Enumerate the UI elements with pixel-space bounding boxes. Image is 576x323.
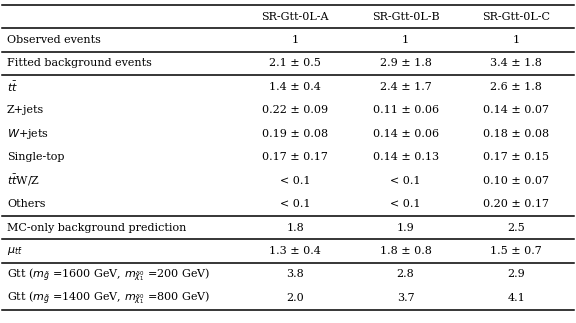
Text: 0.10 ± 0.07: 0.10 ± 0.07	[483, 176, 549, 186]
Text: 2.8: 2.8	[397, 269, 415, 279]
Text: $t\bar{t}$: $t\bar{t}$	[7, 80, 18, 94]
Text: $t\bar{t}$W/Z: $t\bar{t}$W/Z	[7, 173, 40, 188]
Text: Gtt ($m_{\tilde{g}}$ =1600 GeV, $m_{\tilde{\chi}_1^0}$ =200 GeV): Gtt ($m_{\tilde{g}}$ =1600 GeV, $m_{\til…	[7, 266, 210, 283]
Text: 3.4 ± 1.8: 3.4 ± 1.8	[490, 58, 542, 68]
Text: 0.14 ± 0.06: 0.14 ± 0.06	[373, 129, 439, 139]
Text: 0.17 ± 0.15: 0.17 ± 0.15	[483, 152, 549, 162]
Text: 2.9 ± 1.8: 2.9 ± 1.8	[380, 58, 431, 68]
Text: 3.8: 3.8	[286, 269, 304, 279]
Text: 1.8 ± 0.8: 1.8 ± 0.8	[380, 246, 431, 256]
Text: 1.8: 1.8	[286, 223, 304, 233]
Text: < 0.1: < 0.1	[391, 199, 421, 209]
Text: 0.19 ± 0.08: 0.19 ± 0.08	[262, 129, 328, 139]
Text: Gtt ($m_{\tilde{g}}$ =1400 GeV, $m_{\tilde{\chi}_1^0}$ =800 GeV): Gtt ($m_{\tilde{g}}$ =1400 GeV, $m_{\til…	[7, 289, 210, 307]
Text: 4.1: 4.1	[507, 293, 525, 303]
Text: 0.11 ± 0.06: 0.11 ± 0.06	[373, 105, 439, 115]
Text: 1.4 ± 0.4: 1.4 ± 0.4	[269, 82, 321, 92]
Text: Fitted background events: Fitted background events	[7, 58, 152, 68]
Text: $\mu_{t\bar{t}}$: $\mu_{t\bar{t}}$	[7, 245, 22, 257]
Text: < 0.1: < 0.1	[280, 176, 310, 186]
Text: 0.22 ± 0.09: 0.22 ± 0.09	[262, 105, 328, 115]
Text: 2.4 ± 1.7: 2.4 ± 1.7	[380, 82, 431, 92]
Text: 2.9: 2.9	[507, 269, 525, 279]
Text: 2.6 ± 1.8: 2.6 ± 1.8	[490, 82, 542, 92]
Text: 3.7: 3.7	[397, 293, 414, 303]
Text: $W$+jets: $W$+jets	[7, 127, 49, 141]
Text: 1.3 ± 0.4: 1.3 ± 0.4	[269, 246, 321, 256]
Text: 0.14 ± 0.07: 0.14 ± 0.07	[483, 105, 549, 115]
Text: SR-Gtt-0L-C: SR-Gtt-0L-C	[482, 12, 550, 22]
Text: 1.9: 1.9	[397, 223, 415, 233]
Text: 2.1 ± 0.5: 2.1 ± 0.5	[269, 58, 321, 68]
Text: MC-only background prediction: MC-only background prediction	[7, 223, 186, 233]
Text: 1: 1	[402, 35, 409, 45]
Text: 1: 1	[513, 35, 520, 45]
Text: 2.0: 2.0	[286, 293, 304, 303]
Text: Observed events: Observed events	[7, 35, 101, 45]
Text: SR-Gtt-0L-A: SR-Gtt-0L-A	[262, 12, 329, 22]
Text: 0.18 ± 0.08: 0.18 ± 0.08	[483, 129, 549, 139]
Text: 2.5: 2.5	[507, 223, 525, 233]
Text: Single-top: Single-top	[7, 152, 65, 162]
Text: 1.5 ± 0.7: 1.5 ± 0.7	[490, 246, 542, 256]
Text: < 0.1: < 0.1	[391, 176, 421, 186]
Text: 0.20 ± 0.17: 0.20 ± 0.17	[483, 199, 549, 209]
Text: Others: Others	[7, 199, 46, 209]
Text: 0.17 ± 0.17: 0.17 ± 0.17	[262, 152, 328, 162]
Text: 0.14 ± 0.13: 0.14 ± 0.13	[373, 152, 439, 162]
Text: < 0.1: < 0.1	[280, 199, 310, 209]
Text: Z+jets: Z+jets	[7, 105, 44, 115]
Text: 1: 1	[291, 35, 298, 45]
Text: SR-Gtt-0L-B: SR-Gtt-0L-B	[372, 12, 439, 22]
